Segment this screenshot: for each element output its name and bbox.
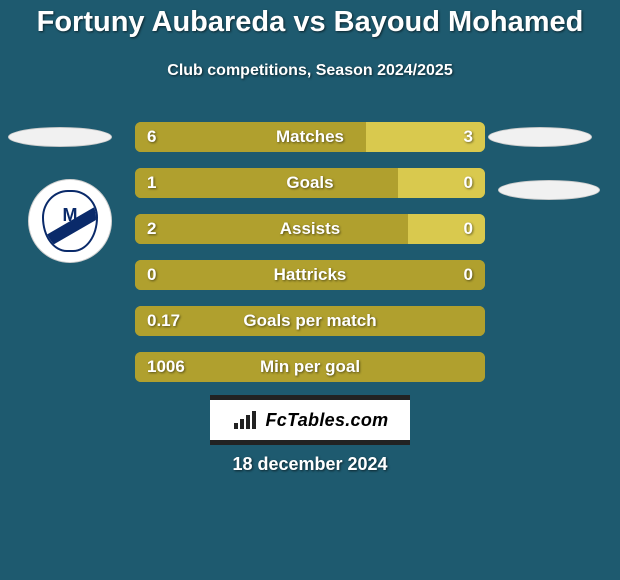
stat-row: Goals per match0.17 bbox=[135, 306, 485, 336]
stat-row: Min per goal1006 bbox=[135, 352, 485, 382]
stat-label: Matches bbox=[135, 127, 485, 147]
bar-chart-icon bbox=[232, 409, 260, 431]
stat-value-right: 0 bbox=[464, 173, 473, 193]
stat-value-right: 3 bbox=[464, 127, 473, 147]
stat-value-right: 0 bbox=[464, 265, 473, 285]
stat-row: Matches6 3 bbox=[135, 122, 485, 152]
stat-row: Hattricks0 0 bbox=[135, 260, 485, 290]
stat-value-left: 1006 bbox=[147, 357, 185, 377]
stat-value-left: 2 bbox=[147, 219, 156, 239]
crest-shield-icon: M bbox=[42, 190, 98, 252]
stat-value-left: 0.17 bbox=[147, 311, 180, 331]
stat-rows: Matches63Goals10Assists20Hattricks00Goal… bbox=[135, 122, 485, 398]
stat-label: Assists bbox=[135, 219, 485, 239]
brand-text: FcTables.com bbox=[266, 410, 389, 431]
crest-letter: M bbox=[63, 205, 78, 226]
date-label: 18 december 2024 bbox=[0, 454, 620, 475]
stat-row: Goals1 0 bbox=[135, 168, 485, 198]
stat-label: Hattricks bbox=[135, 265, 485, 285]
player-ellipse-left bbox=[8, 127, 112, 147]
subtitle: Club competitions, Season 2024/2025 bbox=[0, 62, 620, 80]
player-ellipse-right-top bbox=[488, 127, 592, 147]
stat-label: Goals per match bbox=[135, 311, 485, 331]
stat-value-left: 6 bbox=[147, 127, 156, 147]
stat-label: Goals bbox=[135, 173, 485, 193]
stat-value-left: 1 bbox=[147, 173, 156, 193]
stats-card: Fortuny Aubareda vs Bayoud Mohamed Club … bbox=[0, 0, 620, 580]
brand-box: FcTables.com bbox=[210, 395, 410, 445]
club-crest-left: M bbox=[28, 179, 112, 263]
stat-label: Min per goal bbox=[135, 357, 485, 377]
stat-value-left: 0 bbox=[147, 265, 156, 285]
stat-row: Assists2 0 bbox=[135, 214, 485, 244]
stat-value-right: 0 bbox=[464, 219, 473, 239]
player-ellipse-right-bot bbox=[498, 180, 600, 200]
page-title: Fortuny Aubareda vs Bayoud Mohamed bbox=[0, 6, 620, 39]
